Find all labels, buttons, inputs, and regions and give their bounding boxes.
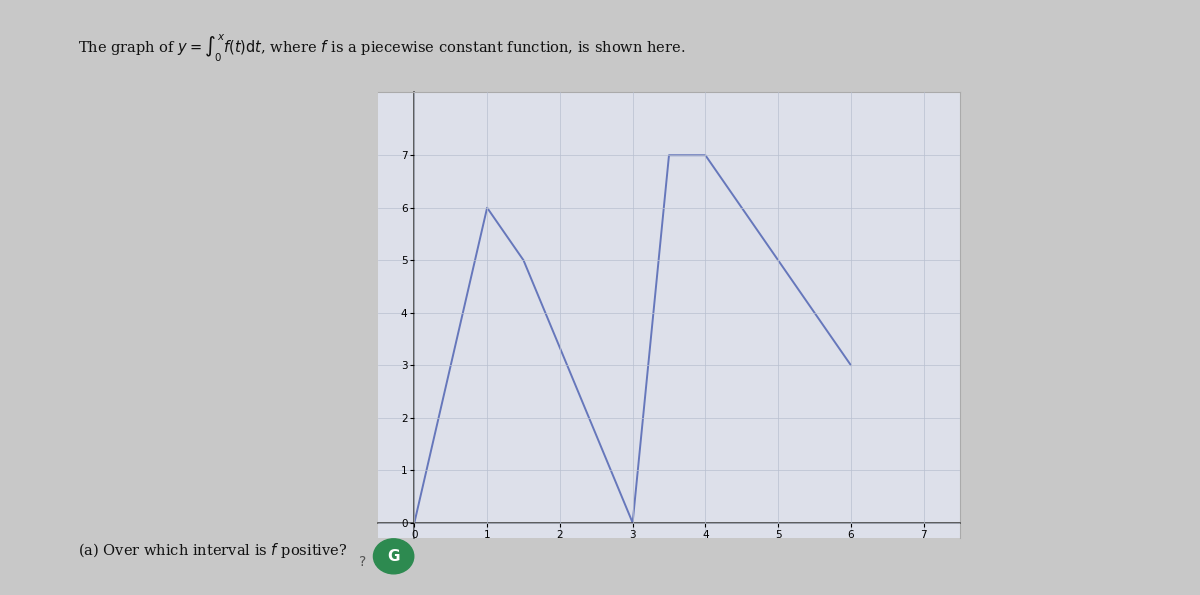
Text: G: G [388, 549, 400, 564]
Text: ?: ? [359, 555, 366, 569]
Circle shape [373, 539, 414, 574]
Text: (a) Over which interval is $f$ positive?: (a) Over which interval is $f$ positive? [78, 541, 348, 560]
Text: The graph of $y = \int_0^x f(t)\mathrm{d}t$, where $f$ is a piecewise constant f: The graph of $y = \int_0^x f(t)\mathrm{d… [78, 33, 685, 64]
